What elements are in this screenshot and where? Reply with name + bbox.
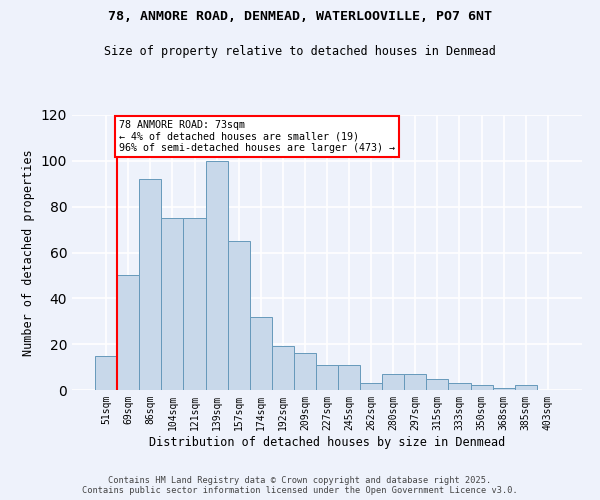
Bar — [338, 365, 360, 390]
Bar — [206, 161, 227, 390]
Bar — [360, 383, 382, 390]
Y-axis label: Number of detached properties: Number of detached properties — [22, 149, 35, 356]
Bar — [515, 386, 537, 390]
Bar — [272, 346, 294, 390]
Bar — [139, 179, 161, 390]
Bar — [95, 356, 117, 390]
Bar — [184, 218, 206, 390]
Bar — [427, 378, 448, 390]
X-axis label: Distribution of detached houses by size in Denmead: Distribution of detached houses by size … — [149, 436, 505, 448]
Bar — [161, 218, 184, 390]
Text: 78 ANMORE ROAD: 73sqm
← 4% of detached houses are smaller (19)
96% of semi-detac: 78 ANMORE ROAD: 73sqm ← 4% of detached h… — [119, 120, 395, 153]
Bar — [470, 386, 493, 390]
Bar — [404, 374, 427, 390]
Bar — [294, 354, 316, 390]
Bar — [448, 383, 470, 390]
Text: Contains HM Land Registry data © Crown copyright and database right 2025.
Contai: Contains HM Land Registry data © Crown c… — [82, 476, 518, 495]
Bar — [493, 388, 515, 390]
Bar — [227, 241, 250, 390]
Bar — [316, 365, 338, 390]
Bar — [382, 374, 404, 390]
Text: 78, ANMORE ROAD, DENMEAD, WATERLOOVILLE, PO7 6NT: 78, ANMORE ROAD, DENMEAD, WATERLOOVILLE,… — [108, 10, 492, 23]
Bar — [250, 316, 272, 390]
Text: Size of property relative to detached houses in Denmead: Size of property relative to detached ho… — [104, 45, 496, 58]
Bar — [117, 276, 139, 390]
